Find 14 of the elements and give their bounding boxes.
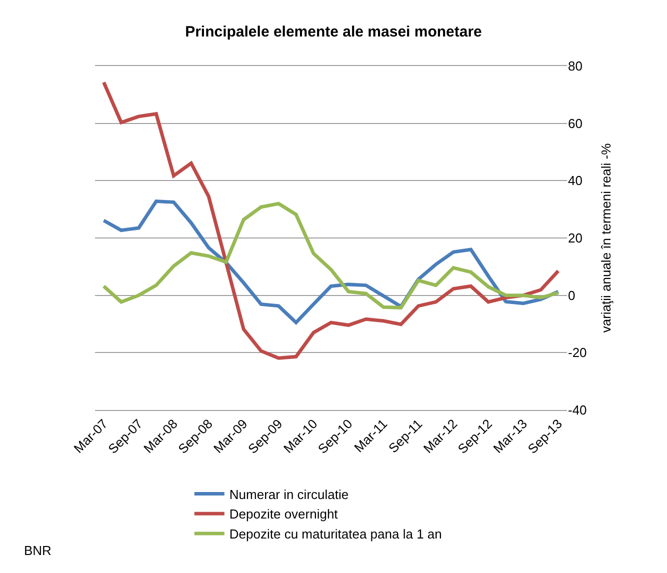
chart-title: Principalele elemente ale masei monetare	[185, 23, 482, 40]
legend-label: Depozite overnight	[229, 506, 338, 522]
y-tick-label: 40	[568, 173, 582, 188]
line-series	[102, 80, 560, 360]
text: BNR	[24, 543, 52, 558]
legend-label: Numerar in circulatie	[229, 486, 349, 502]
y-tick-label: 60	[568, 116, 582, 131]
legend-label: Depozite cu maturitatea pana la 1 an	[229, 526, 442, 542]
y-tick-label: -20	[568, 345, 587, 360]
y-axis-title: variaţii anuale în termeni reali -%	[598, 142, 614, 333]
y-tick-label: -40	[568, 402, 587, 418]
y-tick-label: 0	[568, 288, 576, 303]
y-tick-label: 80	[568, 58, 582, 74]
y-tick-label: 20	[568, 230, 582, 246]
